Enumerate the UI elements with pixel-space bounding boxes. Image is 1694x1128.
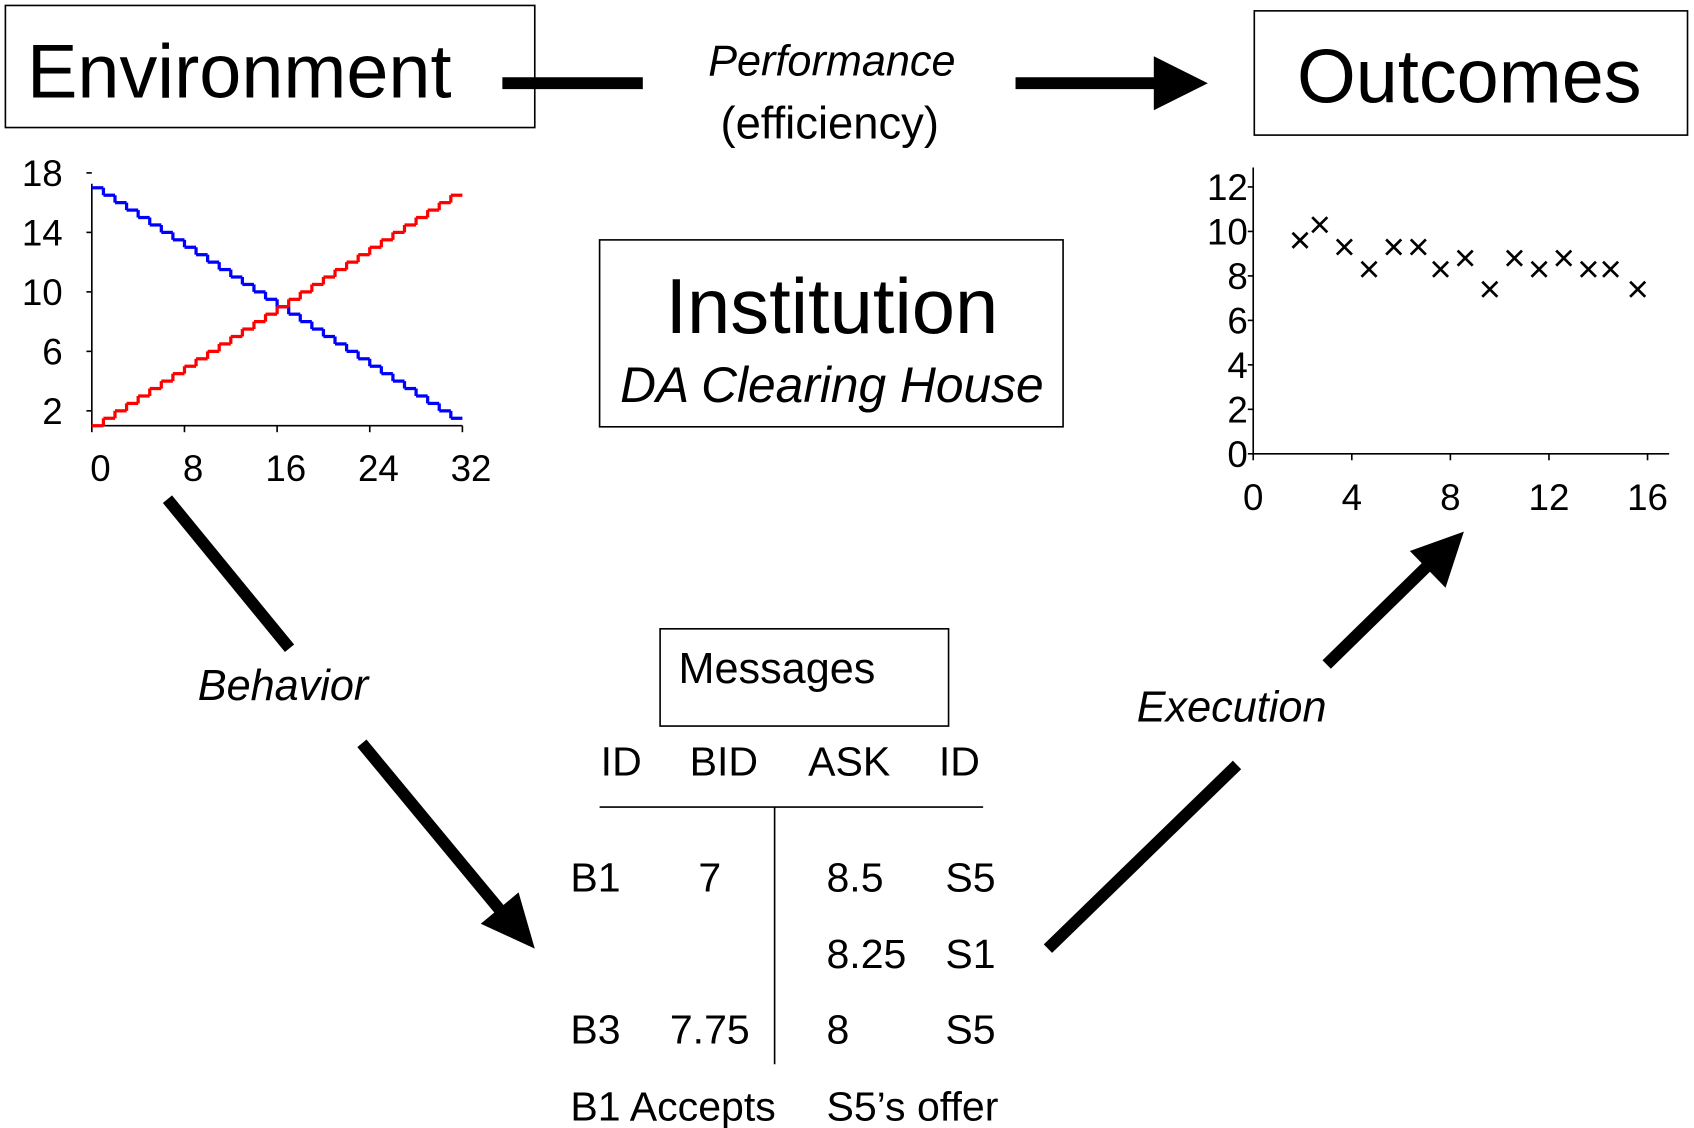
- point: [1602, 260, 1620, 278]
- table-cell: S1: [945, 931, 995, 977]
- x-tick-label: 0: [90, 448, 110, 489]
- table-cell: S5: [945, 854, 995, 900]
- x-tick-label: 32: [451, 448, 492, 489]
- point: [1409, 238, 1427, 256]
- point: [1335, 238, 1353, 256]
- behavior-label: Behavior: [198, 662, 370, 710]
- arrow: [1043, 760, 1242, 953]
- arrow-head: [480, 892, 535, 949]
- table-cell: B3: [570, 1007, 620, 1053]
- y-tick-label: 2: [42, 391, 62, 432]
- y-tick-label: 6: [42, 331, 62, 372]
- table-cell: S5: [945, 1007, 995, 1053]
- environment-title: Environment: [27, 30, 451, 114]
- point: [1530, 260, 1548, 278]
- institution-subtitle: DA Clearing House: [620, 357, 1043, 413]
- arrow: [162, 495, 295, 653]
- x-tick-label: 0: [1243, 477, 1263, 518]
- x-tick-label: 4: [1342, 477, 1362, 518]
- table-cell: 7.75: [670, 1007, 750, 1053]
- y-tick-label: 4: [1227, 345, 1247, 386]
- point: [1629, 280, 1647, 298]
- arrow: [1322, 562, 1431, 669]
- x-tick-label: 16: [265, 448, 306, 489]
- table-cell: 8: [826, 1007, 849, 1053]
- table-cell: B1: [570, 854, 620, 900]
- table-cell: 7: [698, 854, 721, 900]
- point: [1360, 260, 1378, 278]
- table-header: BID: [690, 739, 758, 785]
- arrow-head: [1409, 531, 1464, 588]
- point: [1432, 260, 1450, 278]
- performance-label: Performance: [708, 38, 955, 86]
- y-tick-label: 18: [22, 153, 63, 194]
- outcomes-box: [1253, 10, 1689, 136]
- y-tick-label: 10: [22, 272, 63, 313]
- arrow-head: [1153, 56, 1208, 111]
- x-tick-label: 24: [358, 448, 399, 489]
- environment-box: [4, 4, 536, 129]
- point: [1291, 231, 1309, 249]
- table-header: ASK: [808, 739, 890, 785]
- point: [1456, 249, 1474, 267]
- table-cell: 8.25: [826, 931, 906, 977]
- institution-title: Institution: [665, 264, 998, 350]
- x-tick-label: 8: [1440, 477, 1460, 518]
- point: [1555, 249, 1573, 267]
- messages-box: [659, 628, 950, 727]
- x-tick-label: 12: [1529, 477, 1570, 518]
- table-footer: S5’s offer: [826, 1083, 998, 1128]
- performance-sublabel: (efficiency): [720, 97, 938, 148]
- execution-label: Execution: [1137, 684, 1327, 732]
- point: [1481, 280, 1499, 298]
- point: [1579, 260, 1597, 278]
- point: [1311, 216, 1329, 234]
- table-cell: 8.5: [826, 854, 883, 900]
- y-tick-label: 14: [22, 212, 63, 253]
- y-tick-label: 12: [1207, 167, 1248, 208]
- y-tick-label: 10: [1207, 211, 1248, 252]
- y-tick-label: 2: [1227, 389, 1247, 430]
- point: [1505, 249, 1523, 267]
- y-tick-label: 6: [1227, 300, 1247, 341]
- y-tick-label: 8: [1227, 256, 1247, 297]
- messages-title: Messages: [678, 645, 875, 693]
- table-header: ID: [601, 739, 642, 785]
- arrow: [357, 739, 507, 917]
- table-header: ID: [939, 739, 980, 785]
- point: [1385, 238, 1403, 256]
- x-tick-label: 16: [1627, 477, 1668, 518]
- outcomes-title: Outcomes: [1297, 36, 1642, 120]
- table-footer: B1 Accepts: [570, 1083, 775, 1128]
- x-tick-label: 8: [183, 448, 203, 489]
- y-tick-label: 0: [1227, 434, 1247, 475]
- institution-box: [598, 239, 1064, 428]
